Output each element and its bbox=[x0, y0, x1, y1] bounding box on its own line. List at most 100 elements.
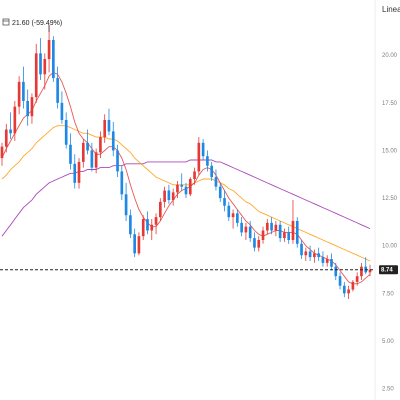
candle bbox=[206, 150, 209, 172]
candle bbox=[167, 184, 171, 204]
candle bbox=[278, 220, 282, 242]
candle bbox=[90, 142, 94, 172]
candle bbox=[120, 165, 124, 200]
candle bbox=[231, 209, 235, 229]
candle-body bbox=[201, 142, 205, 157]
candle bbox=[13, 100, 17, 141]
candle-body bbox=[17, 81, 21, 107]
candle-body bbox=[295, 220, 299, 244]
candle bbox=[193, 167, 196, 185]
candle bbox=[330, 253, 333, 271]
candle bbox=[210, 161, 214, 181]
candle-body bbox=[334, 266, 338, 277]
current-price-label: 8.74 bbox=[381, 268, 393, 274]
current-price-tag-background bbox=[379, 265, 398, 275]
candle-body bbox=[0, 146, 4, 159]
candle-body bbox=[26, 100, 30, 117]
candle-body bbox=[158, 201, 162, 218]
candle bbox=[308, 245, 312, 261]
price-axis-tick-label: 15.00 bbox=[382, 148, 398, 154]
candle-body bbox=[214, 177, 218, 187]
candle-body bbox=[248, 226, 252, 239]
candle bbox=[342, 281, 346, 298]
candle-body bbox=[141, 219, 145, 237]
candle bbox=[295, 217, 299, 248]
candle bbox=[236, 209, 239, 227]
peak-annotation-text: 21.60 (-59.49%) bbox=[12, 20, 62, 27]
candle-body bbox=[244, 226, 248, 233]
candle bbox=[197, 137, 201, 176]
candle bbox=[154, 213, 158, 235]
candle bbox=[355, 272, 359, 286]
candle bbox=[201, 139, 205, 160]
candle-body bbox=[47, 40, 51, 60]
candle bbox=[47, 24, 51, 73]
candle-body bbox=[120, 171, 124, 195]
candle-body bbox=[111, 131, 115, 151]
price-axis-tick-label: 17.50 bbox=[382, 101, 398, 107]
candle bbox=[124, 182, 128, 221]
candle-body bbox=[270, 222, 273, 231]
scale-mode-toggle[interactable]: Linear bbox=[382, 5, 400, 14]
current-price-tag: 8.74 bbox=[379, 265, 398, 275]
candle bbox=[137, 232, 141, 256]
candle bbox=[17, 76, 21, 115]
candle-body bbox=[193, 171, 196, 180]
candle bbox=[81, 139, 85, 168]
candle bbox=[347, 285, 350, 300]
candle-body bbox=[124, 194, 128, 216]
candle bbox=[317, 247, 320, 261]
candle bbox=[69, 133, 72, 170]
candle-body bbox=[291, 220, 295, 240]
candle bbox=[60, 91, 64, 124]
price-axis-tick-label: 20.00 bbox=[382, 53, 398, 59]
price-axis-tick-label: 5.00 bbox=[382, 339, 394, 345]
candle-body bbox=[81, 142, 85, 162]
candle bbox=[129, 209, 132, 239]
candle bbox=[77, 158, 81, 189]
candle bbox=[111, 121, 115, 157]
candle bbox=[334, 262, 338, 280]
candle bbox=[257, 236, 261, 252]
candle-body bbox=[351, 281, 355, 290]
candle bbox=[265, 219, 269, 235]
candle-body bbox=[150, 224, 154, 231]
candle bbox=[94, 148, 98, 174]
candle-body bbox=[9, 129, 12, 134]
candle bbox=[73, 154, 77, 189]
candle-body bbox=[338, 276, 342, 286]
candle bbox=[26, 89, 30, 126]
candle bbox=[34, 43, 38, 103]
price-axis-tick-label: 12.50 bbox=[382, 196, 398, 202]
candle-body bbox=[13, 106, 17, 134]
candle bbox=[56, 66, 59, 109]
candle bbox=[214, 169, 218, 191]
candle-body bbox=[69, 144, 72, 164]
candle bbox=[176, 180, 179, 199]
candle-body bbox=[60, 102, 64, 120]
candle bbox=[248, 220, 252, 242]
candle-body bbox=[236, 213, 239, 223]
candle-body bbox=[274, 224, 278, 231]
price-axis-tick-label: 2.50 bbox=[382, 387, 394, 393]
candle bbox=[133, 228, 136, 258]
candle-body bbox=[300, 243, 303, 256]
candle bbox=[270, 217, 273, 235]
candle-body bbox=[129, 215, 132, 235]
candle-body bbox=[360, 266, 363, 277]
candle bbox=[64, 112, 68, 149]
candle-body bbox=[64, 120, 68, 145]
candle-body bbox=[43, 59, 47, 75]
candle-body bbox=[368, 269, 372, 273]
candle-body bbox=[56, 78, 59, 103]
candle-body bbox=[184, 186, 188, 195]
candle-body bbox=[77, 161, 81, 183]
price-axis[interactable]: 20.00 17.50 15.00 12.50 10.00 7.50 5.00 2.50 bbox=[382, 53, 398, 392]
candle-body bbox=[317, 253, 320, 258]
candle bbox=[30, 93, 34, 124]
candle-body bbox=[197, 142, 201, 172]
candle-body bbox=[347, 289, 350, 294]
candle bbox=[313, 249, 316, 263]
candle bbox=[86, 129, 89, 155]
